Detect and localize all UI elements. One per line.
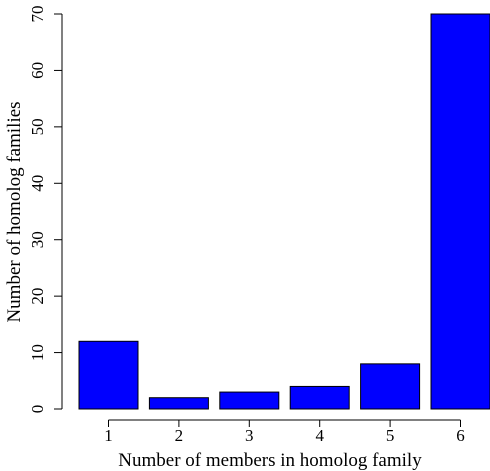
- bar: [289, 385, 350, 410]
- y-tick-label: 10: [28, 344, 47, 361]
- bar: [78, 340, 139, 410]
- x-tick-label: 1: [104, 426, 113, 445]
- x-tick-label: 5: [386, 426, 395, 445]
- bar: [148, 397, 209, 410]
- x-axis-title: Number of members in homolog family: [118, 450, 422, 471]
- y-tick-label: 20: [28, 288, 47, 305]
- y-tick-label: 50: [28, 118, 47, 135]
- bar: [219, 391, 280, 410]
- x-tick-label: 6: [456, 426, 465, 445]
- x-axis: 1 2 3 4 5 6: [104, 419, 465, 445]
- x-tick-label: 4: [315, 426, 324, 445]
- x-tick-label: 3: [245, 426, 254, 445]
- y-tick-label: 0: [28, 405, 47, 414]
- y-tick-label: 30: [28, 231, 47, 248]
- y-tick-label: 60: [28, 62, 47, 79]
- y-tick-label: 40: [28, 175, 47, 192]
- y-tick-label: 70: [28, 6, 47, 23]
- bars-group: [78, 13, 490, 410]
- y-axis: 0 10 20 30 40 50 60 70: [28, 6, 63, 414]
- y-axis-title: Number of homolog families: [4, 101, 25, 322]
- x-tick-label: 2: [175, 426, 184, 445]
- bar: [360, 363, 421, 410]
- bar: [430, 13, 490, 410]
